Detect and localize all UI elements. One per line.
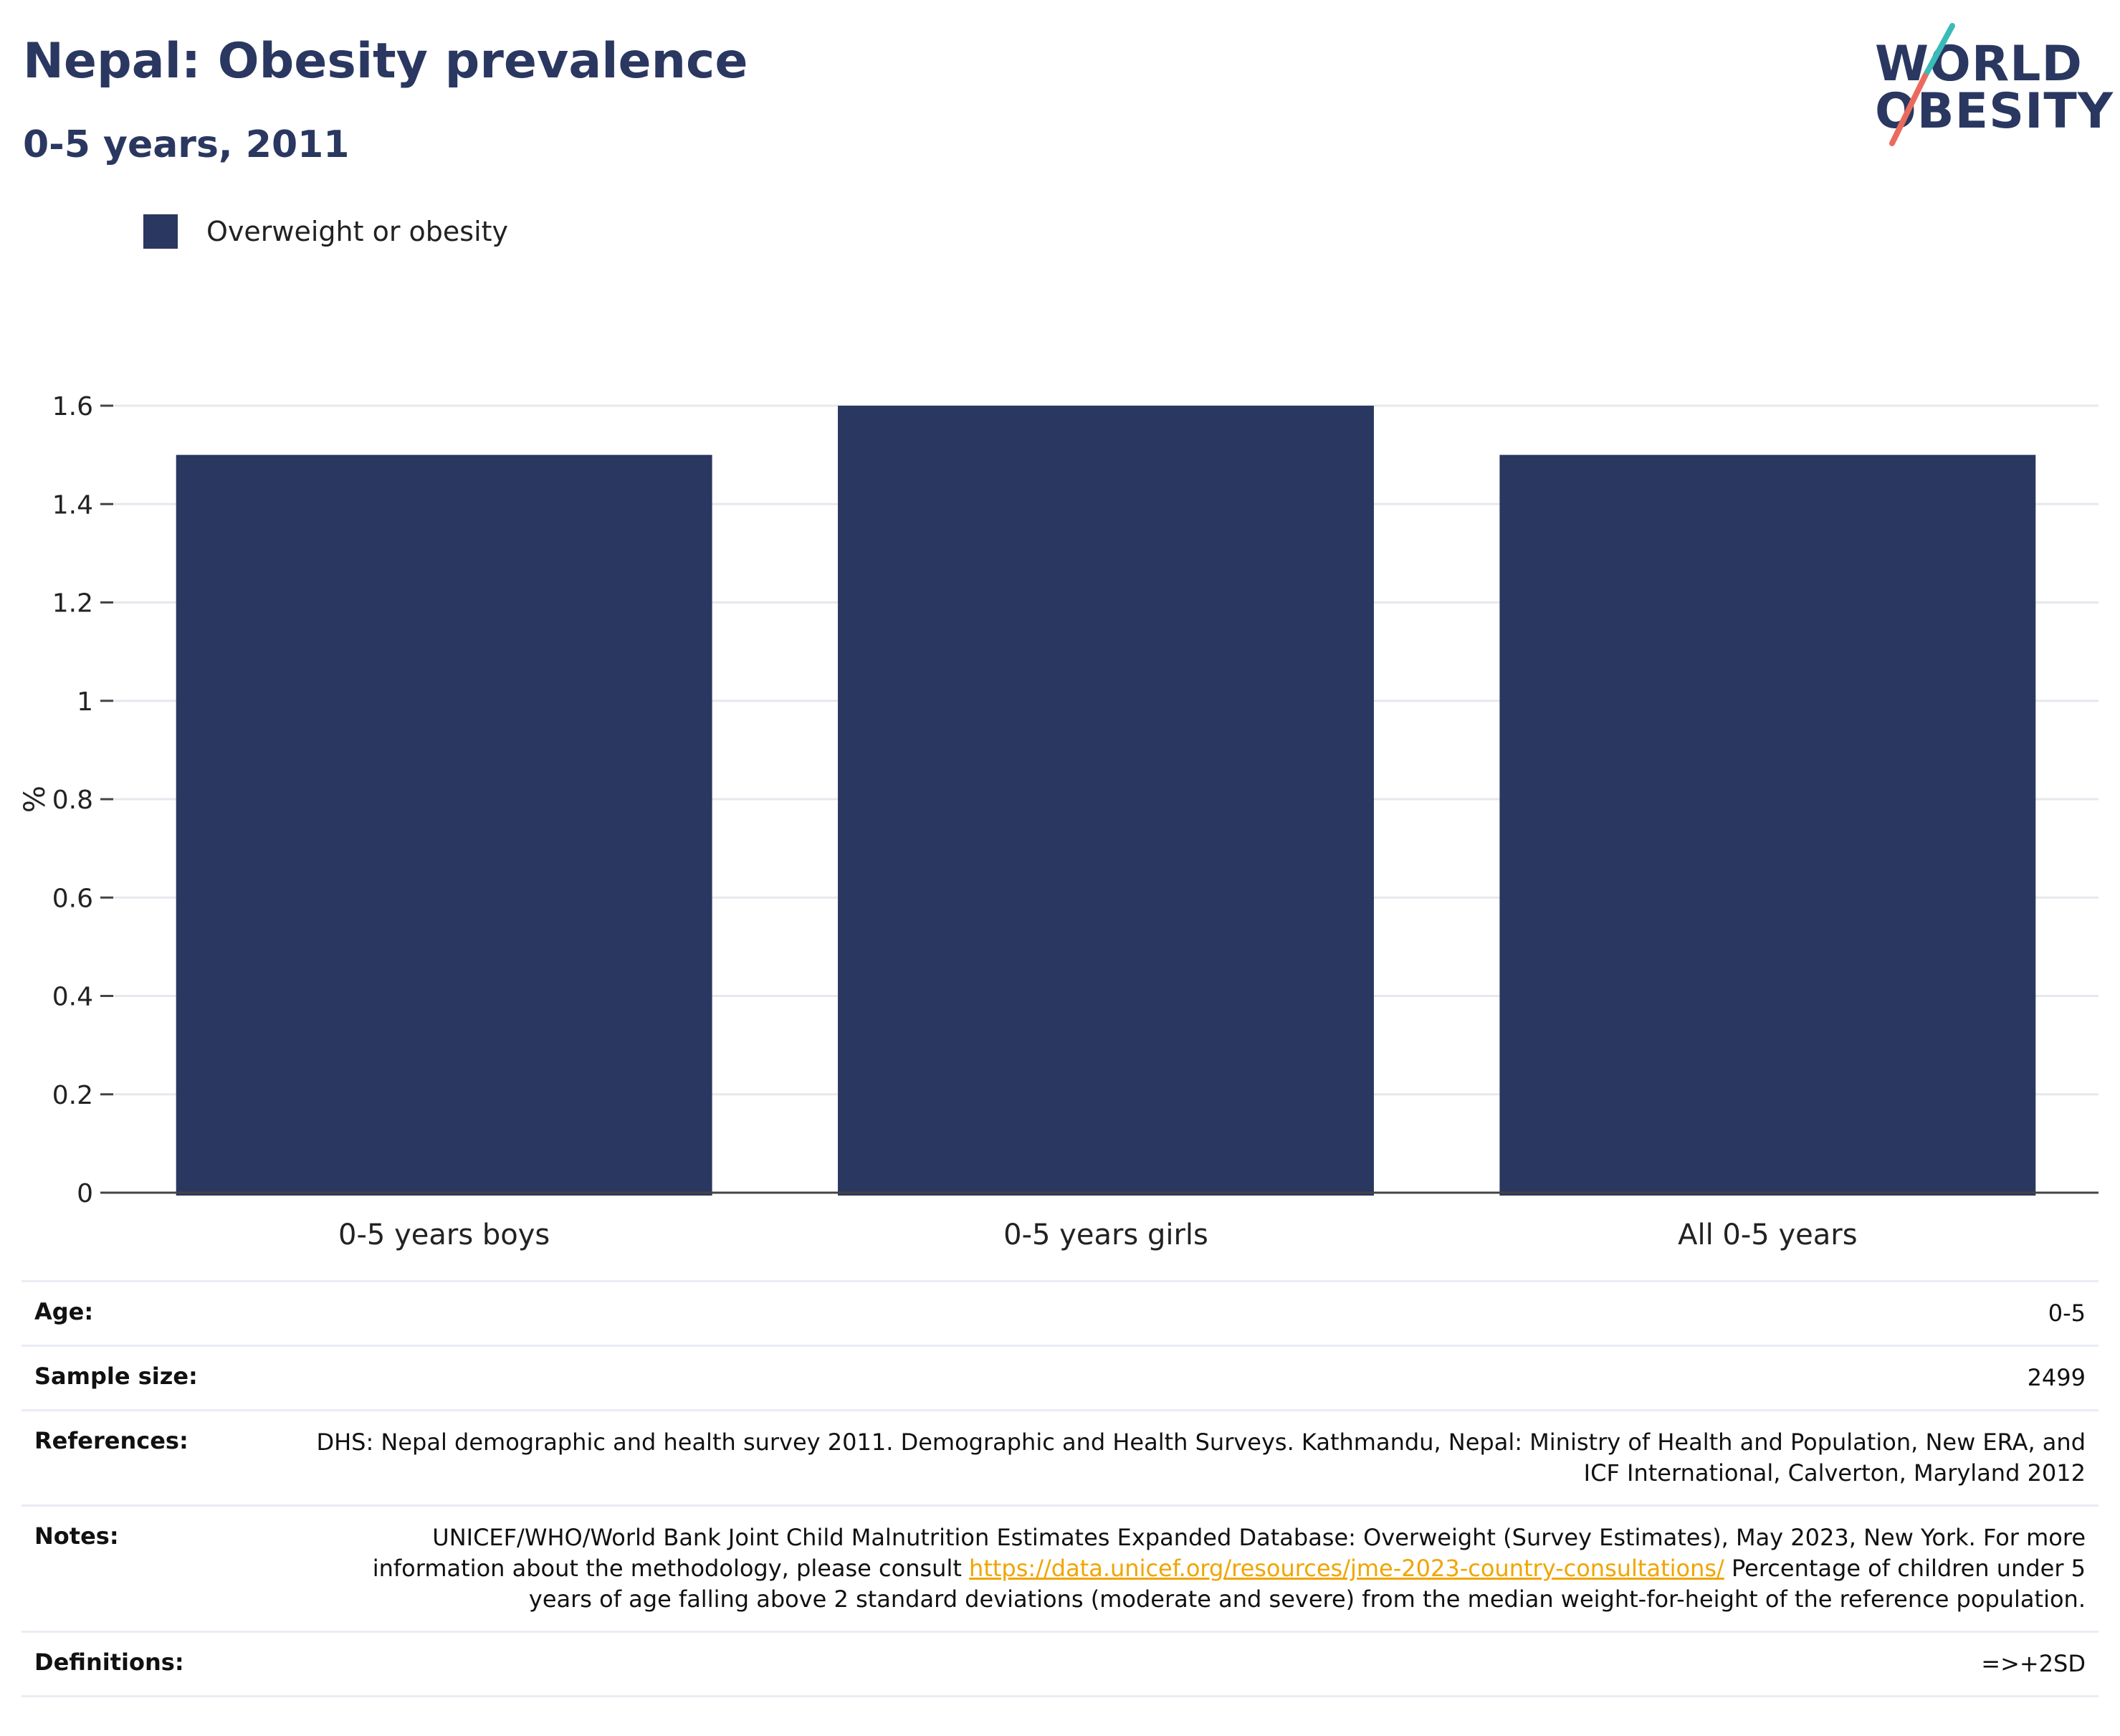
info-key: Age: — [34, 1298, 94, 1325]
info-value: UNICEF/WHO/World Bank Joint Child Malnut… — [308, 1522, 2086, 1615]
info-row-notes: Notes: UNICEF/WHO/World Bank Joint Child… — [22, 1504, 2098, 1631]
info-value: 0-5 — [2048, 1299, 2086, 1327]
x-axis-ticks: 0-5 years boys 0-5 years girls All 0-5 yea… — [338, 1218, 1857, 1251]
bar — [176, 454, 712, 1196]
info-row-references: References: DHS: Nepal demographic and h… — [22, 1409, 2098, 1504]
notes-text: UNICEF/WHO/World Bank Joint Child Malnut… — [372, 1524, 2086, 1582]
y-tick-label: 1.6 — [52, 392, 93, 421]
x-tick-label: 0-5 years boys — [338, 1218, 550, 1251]
y-tick-label: 1.2 — [52, 589, 93, 619]
chart-bars — [176, 406, 2036, 1196]
y-tick-label: 0 — [77, 1179, 93, 1208]
legend-swatch — [143, 214, 178, 249]
legend-label: Overweight or obesity — [206, 216, 509, 247]
info-row-sample-size: Sample size: 2499 — [22, 1345, 2098, 1409]
x-tick-label: 0-5 years girls — [1003, 1218, 1208, 1251]
bar — [838, 406, 1374, 1196]
y-axis-ticks: 0 0.2 0.4 0.6 0.8 1 1.2 1.4 1.6 — [52, 392, 113, 1208]
y-tick-label: 1 — [77, 687, 93, 717]
info-row-definitions: Definitions: =>+2SD — [22, 1631, 2098, 1697]
bar-chart: 00.20.40.60.811.21.41.6 0-5 years boys 0-… — [19, 392, 2098, 1251]
y-tick-label: 0.2 — [52, 1081, 93, 1110]
info-key: Sample size: — [34, 1363, 198, 1390]
y-tick-label: 1.4 — [52, 490, 93, 520]
info-key: Notes: — [34, 1522, 119, 1550]
notes-text-after: Percentage of children under 5 years of … — [528, 1555, 2086, 1613]
y-axis-label: % — [19, 786, 52, 813]
y-tick-label: 0.6 — [52, 884, 93, 913]
bar — [1499, 454, 2036, 1196]
logo-slash-icon — [1889, 23, 1955, 146]
y-tick-label: 0.8 — [52, 786, 93, 815]
page-subtitle: 0-5 years, 2011 — [23, 123, 350, 166]
info-table: Age: 0-5 Sample size: 2499 References: D… — [22, 1280, 2098, 1697]
x-tick-label: All 0-5 years — [1678, 1218, 1857, 1251]
methodology-link[interactable]: https://data.unicef.org/resources/jme-20… — [969, 1555, 1724, 1582]
info-row-age: Age: 0-5 — [22, 1280, 2098, 1345]
info-value: =>+2SD — [1981, 1650, 2086, 1677]
info-key: References: — [34, 1427, 188, 1454]
logo-line-1: WORLD — [1875, 36, 2083, 92]
info-value: DHS: Nepal demographic and health survey… — [316, 1429, 2086, 1487]
y-tick-label: 0.4 — [52, 983, 93, 1012]
page-title: Nepal: Obesity prevalence — [23, 33, 748, 90]
info-value: 2499 — [2027, 1364, 2086, 1391]
world-obesity-logo: WORLD OBESITY — [1863, 22, 2113, 151]
chart-legend: Overweight or obesity — [143, 214, 508, 249]
info-key: Definitions: — [34, 1649, 184, 1676]
